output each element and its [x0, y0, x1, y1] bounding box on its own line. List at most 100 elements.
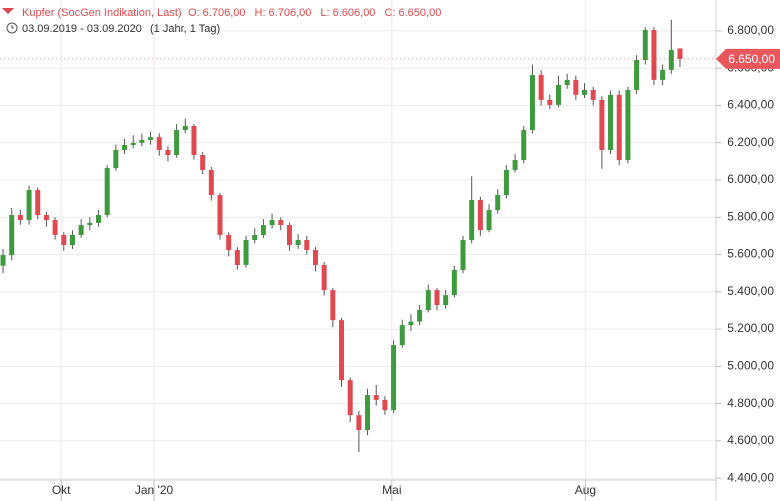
y-tick-label: 6.000,00	[727, 172, 774, 186]
candle-body	[269, 220, 275, 226]
candle-body	[555, 84, 561, 105]
candle-body	[512, 160, 518, 170]
candle-body	[495, 195, 501, 210]
candle-body	[503, 169, 509, 196]
candle-body	[425, 290, 431, 311]
candle-body	[252, 234, 258, 240]
candle-body	[460, 240, 466, 270]
candle-body	[182, 125, 188, 131]
candle-body	[43, 215, 49, 221]
ohlc-label: C: 6.650,00	[384, 7, 441, 19]
x-tick-label: Okt	[52, 483, 71, 497]
candle-body	[104, 168, 110, 216]
candle-body	[599, 99, 605, 150]
y-tick-label: 6.400,00	[727, 98, 774, 112]
y-tick-label: 5.800,00	[727, 209, 774, 223]
candle-body	[156, 137, 162, 150]
candle-body	[330, 290, 336, 321]
x-tick-label: Jan '20	[135, 483, 174, 497]
candle-body	[529, 74, 535, 131]
collapse-icon[interactable]	[2, 8, 14, 14]
candle-body	[443, 295, 449, 306]
y-tick-label: 4.800,00	[727, 396, 774, 410]
y-tick-label: 5.000,00	[727, 359, 774, 373]
candle-body	[165, 150, 171, 156]
y-tick-label: 5.600,00	[727, 247, 774, 261]
candle-body	[547, 99, 553, 105]
candle-body	[408, 321, 414, 326]
candle-body	[78, 225, 84, 235]
candle-body	[208, 169, 214, 196]
period: (1 Jahr, 1 Tag)	[150, 23, 220, 35]
candle-body	[243, 240, 249, 265]
candle-body	[469, 199, 475, 240]
candle-body	[625, 90, 631, 161]
x-tick-label: Mai	[382, 483, 401, 497]
candle-body	[234, 250, 240, 265]
candle-body	[634, 60, 640, 90]
candle-body	[295, 240, 301, 246]
candle-body	[9, 215, 15, 256]
candle-body	[564, 79, 570, 85]
candle-body	[35, 190, 41, 216]
candle-body	[356, 415, 362, 431]
x-tick-label: Aug	[575, 483, 596, 497]
candle-body	[451, 270, 457, 296]
y-tick-label: 4.600,00	[727, 433, 774, 447]
candles	[0, 19, 683, 453]
y-tick-label: 5.400,00	[727, 284, 774, 298]
candle-body	[573, 79, 579, 95]
candle-body	[399, 325, 405, 346]
candle-body	[61, 234, 67, 246]
candle-body	[434, 290, 440, 306]
candle-body	[200, 155, 206, 170]
candle-body	[486, 210, 492, 231]
candle-body	[642, 30, 648, 60]
candle-body	[668, 49, 674, 70]
candle-body	[130, 142, 136, 145]
y-tick-label: 4.400,00	[727, 470, 774, 484]
last-price-label: 6.650,00	[728, 52, 775, 66]
candle-body	[69, 234, 75, 246]
candle-body	[347, 380, 353, 416]
candle-body	[590, 90, 596, 100]
y-tick-label: 6.200,00	[727, 135, 774, 149]
y-tick-label: 5.200,00	[727, 321, 774, 335]
clock-hands	[11, 25, 14, 29]
candle-body	[0, 255, 6, 266]
candle-body	[521, 130, 527, 161]
candle-body	[417, 310, 423, 322]
candle-body	[174, 130, 180, 156]
chart-title: Kupfer (SocGen Indikation, Last)	[22, 7, 182, 19]
candle-body	[87, 222, 93, 226]
ohlc-label: L: 6.606,00	[320, 7, 375, 19]
candle-body	[278, 220, 284, 226]
clock-icon	[6, 22, 18, 34]
candle-body	[477, 199, 483, 231]
candle-body	[304, 240, 310, 251]
candle-body	[286, 225, 292, 246]
y-tick-label: 6.800,00	[727, 23, 774, 37]
candle-body	[365, 395, 371, 431]
ohlc-label: H: 6.706,00	[255, 7, 312, 19]
candle-body	[677, 48, 683, 59]
candle-body	[148, 137, 154, 140]
candle-body	[339, 320, 345, 381]
date-range: 03.09.2019 - 03.09.2020	[22, 23, 142, 35]
candle-body	[96, 215, 102, 223]
last-price-tag	[716, 48, 780, 69]
candle-body	[391, 345, 397, 411]
candle-body	[26, 190, 32, 221]
candle-body	[191, 125, 197, 156]
candle-body	[260, 225, 266, 235]
candle-body	[582, 90, 588, 95]
candle-body	[217, 195, 223, 235]
candle-body	[122, 144, 128, 150]
candle-body	[113, 150, 119, 169]
candle-body	[52, 220, 58, 235]
candle-body	[616, 94, 622, 161]
candle-body	[382, 399, 388, 411]
